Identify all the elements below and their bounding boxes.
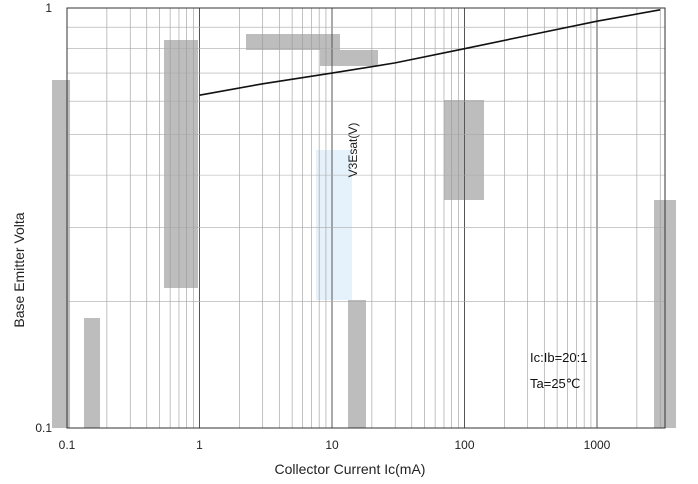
series-layer [199,9,661,96]
x-tick-label: 0.1 [59,438,76,452]
y-axis-label: Base Emitter Volta [11,212,27,327]
y-tick-label: 1 [45,1,52,15]
y-tick-labels: 10.1 [35,1,52,435]
x-tick-label: 1 [196,438,203,452]
x-tick-labels: 0.1 1 10 100 1000 [59,438,611,452]
annotation-temperature: Ta=25℃ [530,376,580,391]
y-tick-label: 0.1 [35,421,52,435]
x-axis-label: Collector Current Ic(mA) [275,461,426,477]
y-axis-label-secondary: V3Esat(V) [346,123,360,178]
x-tick-label: 1000 [584,438,611,452]
series-line [199,9,661,96]
x-tick-label: 10 [325,438,339,452]
plot-frame [66,7,666,429]
grid [66,7,666,429]
x-tick-label: 100 [454,438,474,452]
annotation-ratio: Ic:Ib=20:1 [530,350,587,365]
